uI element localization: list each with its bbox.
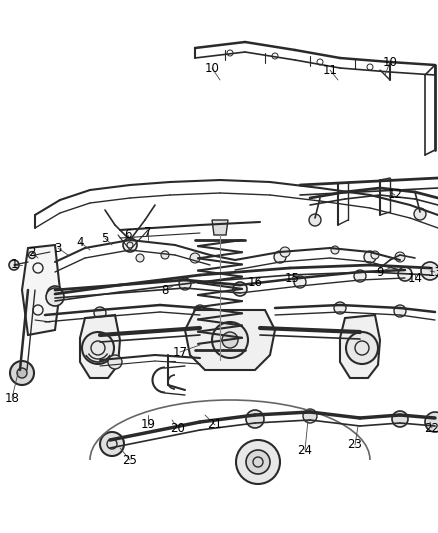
- Text: 18: 18: [4, 392, 19, 405]
- Text: 17: 17: [173, 345, 187, 359]
- Polygon shape: [185, 310, 275, 370]
- Polygon shape: [340, 315, 380, 378]
- Circle shape: [394, 305, 406, 317]
- Circle shape: [309, 214, 321, 226]
- Text: 8: 8: [161, 284, 169, 296]
- Circle shape: [280, 247, 290, 257]
- Circle shape: [303, 409, 317, 423]
- Text: 23: 23: [348, 439, 362, 451]
- Circle shape: [398, 267, 412, 281]
- Text: 3: 3: [54, 241, 62, 254]
- Circle shape: [10, 361, 34, 385]
- Circle shape: [17, 368, 27, 378]
- Circle shape: [179, 278, 191, 290]
- Text: 9: 9: [376, 265, 384, 279]
- Circle shape: [47, 286, 63, 302]
- Circle shape: [414, 208, 426, 220]
- Text: 21: 21: [208, 418, 223, 432]
- Text: 13: 13: [427, 265, 438, 279]
- Text: 12: 12: [388, 189, 403, 201]
- Circle shape: [222, 332, 238, 348]
- Circle shape: [246, 450, 270, 474]
- Circle shape: [274, 251, 286, 263]
- Text: 24: 24: [297, 443, 312, 456]
- Text: 14: 14: [407, 271, 423, 285]
- Circle shape: [9, 260, 19, 270]
- Circle shape: [161, 251, 169, 259]
- Polygon shape: [212, 220, 228, 235]
- Circle shape: [331, 246, 339, 254]
- Circle shape: [395, 252, 405, 262]
- Circle shape: [194, 305, 206, 317]
- Text: 20: 20: [170, 422, 185, 434]
- Text: 6: 6: [124, 229, 132, 241]
- Circle shape: [212, 322, 248, 358]
- Circle shape: [354, 270, 366, 282]
- Circle shape: [421, 262, 438, 280]
- Circle shape: [94, 307, 106, 319]
- Polygon shape: [22, 245, 60, 335]
- Text: 4: 4: [76, 236, 84, 248]
- Text: 1: 1: [10, 259, 18, 271]
- Text: 22: 22: [424, 422, 438, 434]
- Circle shape: [236, 440, 280, 484]
- Circle shape: [246, 410, 264, 428]
- Polygon shape: [80, 315, 120, 378]
- Circle shape: [346, 332, 378, 364]
- Circle shape: [371, 251, 379, 259]
- Circle shape: [294, 276, 306, 288]
- Text: 10: 10: [205, 61, 219, 75]
- Text: 2: 2: [28, 246, 36, 259]
- Text: 16: 16: [247, 277, 262, 289]
- Text: 11: 11: [322, 63, 338, 77]
- Text: 19: 19: [141, 418, 155, 432]
- Circle shape: [108, 355, 122, 369]
- Circle shape: [46, 288, 64, 306]
- Circle shape: [425, 412, 438, 432]
- Circle shape: [123, 238, 137, 252]
- Circle shape: [136, 254, 144, 262]
- Text: 25: 25: [123, 454, 138, 466]
- Text: 10: 10: [382, 55, 397, 69]
- Circle shape: [334, 302, 346, 314]
- Circle shape: [392, 411, 408, 427]
- Circle shape: [28, 252, 35, 259]
- Circle shape: [190, 253, 200, 263]
- Text: 7: 7: [144, 225, 152, 238]
- Circle shape: [233, 282, 247, 296]
- Circle shape: [364, 251, 376, 263]
- Text: 5: 5: [101, 231, 109, 245]
- Circle shape: [82, 332, 114, 364]
- Text: 15: 15: [285, 271, 300, 285]
- Circle shape: [100, 432, 124, 456]
